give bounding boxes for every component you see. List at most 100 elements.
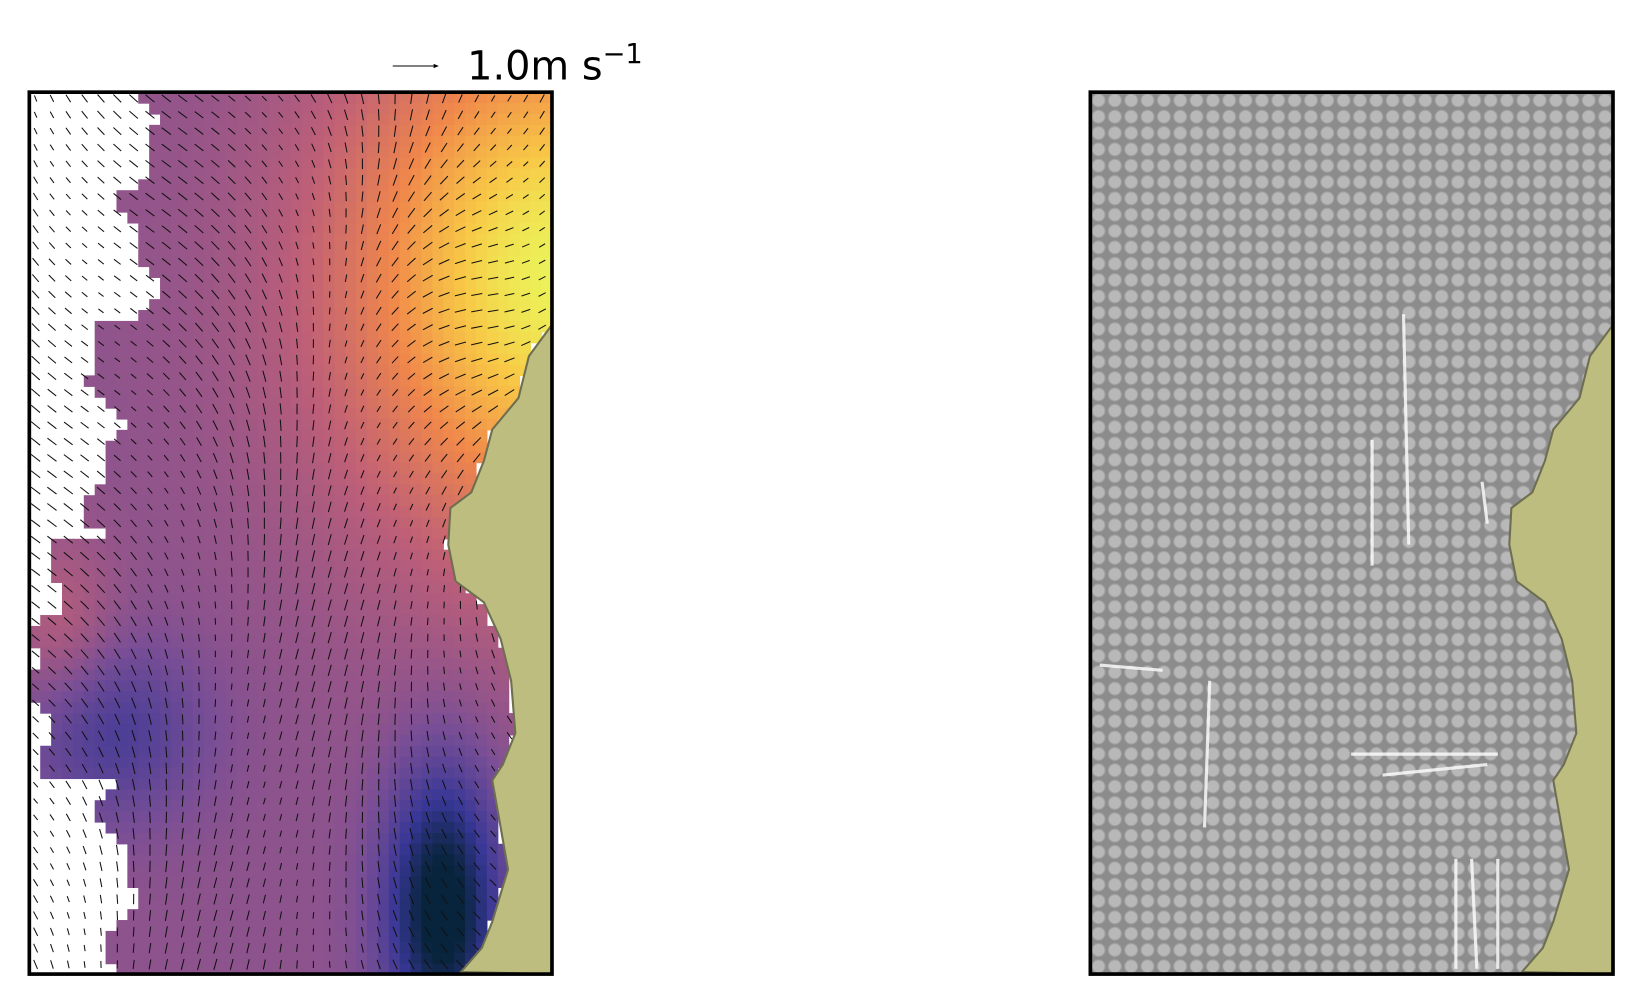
heat-cell: [290, 615, 303, 627]
heat-cell: [258, 506, 270, 518]
velocity-arrow: [393, 795, 397, 807]
heat-cell: [247, 92, 259, 104]
heat-cell: [181, 527, 194, 540]
velocity-arrow: [377, 877, 381, 889]
velocity-arrow: [197, 844, 201, 856]
heat-cell: [203, 571, 216, 583]
velocity-arrow: [392, 942, 398, 954]
heat-cell: [214, 440, 227, 453]
velocity-arrow: [488, 193, 498, 200]
velocity-arrow: [177, 192, 188, 201]
heat-cell: [465, 222, 477, 235]
heat-cell: [214, 516, 227, 529]
heat-cell: [454, 625, 466, 638]
heat-cell: [105, 593, 118, 605]
heat-cell: [203, 353, 216, 366]
heat-cell: [72, 734, 85, 747]
velocity-arrow: [229, 845, 234, 855]
velocity-arrow: [393, 519, 397, 527]
heat-cell: [225, 898, 237, 910]
velocity-arrow: [459, 650, 462, 658]
velocity-arrow: [149, 893, 151, 905]
heat-cell: [192, 691, 205, 703]
heat-cell: [345, 440, 357, 453]
velocity-arrow: [229, 893, 234, 905]
heat-cell: [279, 691, 292, 703]
heat-cell: [421, 495, 433, 507]
heat-cell: [192, 506, 205, 518]
heat-cell: [127, 734, 139, 747]
heat-cell: [279, 473, 292, 485]
velocity-arrow: [96, 616, 106, 627]
heat-cell: [301, 832, 314, 845]
heat-cell: [83, 745, 96, 758]
velocity-arrow: [113, 616, 121, 627]
velocity-arrow: [230, 699, 233, 707]
heat-cell: [170, 103, 183, 115]
heat-cell: [116, 549, 128, 562]
velocity-arrow: [504, 389, 515, 396]
heat-cell: [443, 571, 455, 583]
heat-cell: [388, 429, 401, 442]
heat-cell: [432, 767, 444, 780]
heat-cell: [290, 495, 303, 507]
heat-cell: [443, 288, 455, 300]
velocity-arrow: [263, 632, 266, 643]
velocity-arrow: [523, 111, 529, 119]
heat-cell: [465, 734, 477, 747]
heat-cell: [377, 440, 390, 453]
heat-cell: [312, 920, 325, 932]
heat-cell: [377, 756, 390, 769]
heat-cell: [192, 233, 205, 246]
heat-cell: [356, 353, 368, 366]
velocity-arrow: [294, 111, 300, 119]
heat-cell: [225, 593, 237, 605]
velocity-arrow: [64, 698, 73, 708]
heat-cell: [312, 299, 325, 311]
heat-cell: [268, 103, 281, 115]
heat-cell: [258, 593, 270, 605]
velocity-arrow: [473, 862, 481, 871]
heat-cell: [323, 408, 335, 420]
velocity-arrow: [47, 339, 57, 348]
heat-cell: [312, 821, 325, 834]
velocity-arrow: [409, 860, 414, 873]
heat-cell: [421, 767, 433, 780]
heat-cell: [465, 658, 477, 671]
heat-cell: [334, 920, 346, 932]
heat-cell: [236, 266, 248, 278]
heat-cell: [236, 299, 248, 311]
heat-cell: [149, 506, 161, 518]
heat-cell: [334, 244, 346, 257]
heat-cell: [367, 146, 379, 159]
heat-cell: [83, 571, 96, 583]
velocity-arrow: [64, 715, 72, 724]
heat-cell: [225, 244, 237, 257]
velocity-arrow: [81, 160, 88, 168]
heat-cell: [465, 691, 477, 703]
heat-cell: [268, 506, 281, 518]
heat-cell: [236, 484, 248, 496]
velocity-arrow: [360, 615, 365, 627]
heat-cell: [312, 429, 325, 442]
heat-cell: [127, 571, 139, 583]
heat-cell: [421, 353, 433, 366]
velocity-arrow: [97, 697, 105, 709]
velocity-arrow: [213, 861, 218, 872]
velocity-arrow: [244, 144, 252, 151]
velocity-arrow: [539, 144, 546, 151]
heat-cell: [356, 560, 368, 573]
velocity-arrow: [161, 225, 172, 233]
heat-cell: [149, 222, 161, 235]
heat-cell: [247, 625, 259, 638]
heat-cell: [149, 429, 161, 442]
heat-cell: [268, 190, 281, 202]
velocity-arrow: [211, 111, 220, 119]
heat-cell: [247, 495, 259, 507]
velocity-arrow: [165, 762, 168, 775]
velocity-arrow: [97, 324, 105, 330]
velocity-arrow: [181, 617, 185, 626]
heat-cell: [160, 103, 172, 115]
heat-cell: [432, 386, 444, 398]
heat-cell: [51, 745, 63, 758]
